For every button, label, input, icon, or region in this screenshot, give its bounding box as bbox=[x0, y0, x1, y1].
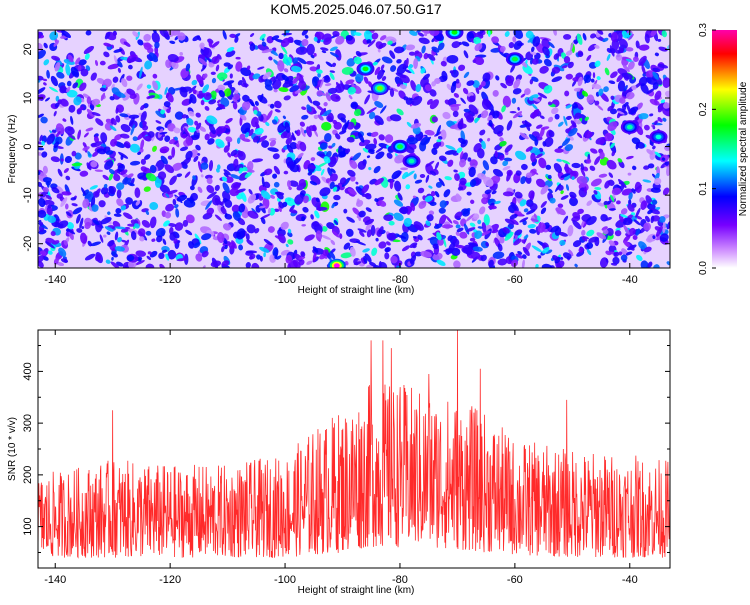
spectrogram-heatmap bbox=[38, 30, 670, 268]
snr-x-tick-label: -40 bbox=[622, 574, 638, 586]
snr-x-tick-label: -100 bbox=[274, 574, 296, 586]
snr-x-ticks: -140 -120 -100 -80 -60 -40 bbox=[44, 330, 638, 586]
heatmap-hotspot bbox=[391, 139, 409, 154]
snr-x-tick-label: -60 bbox=[507, 574, 523, 586]
spectrogram-x-label: Height of straight line (km) bbox=[298, 285, 415, 296]
snr-panel: -140 -120 -100 -80 -60 -40 100 200 300 400 Heigh… bbox=[7, 329, 671, 596]
snr-y-ticks: 100 200 300 400 bbox=[22, 345, 670, 553]
spectrogram-x-ticks: -140 -120 -100 -80 -60 -40 bbox=[44, 30, 638, 286]
figure-title: KOM5.2025.046.07.50.G17 bbox=[270, 1, 441, 17]
colorbar-tick-label: 0.0 bbox=[698, 261, 709, 275]
colorbar-label: Normalized spectral amplitude bbox=[738, 81, 749, 216]
snr-x-tick-label: -80 bbox=[392, 574, 408, 586]
snr-x-tick-label: -140 bbox=[44, 574, 66, 586]
snr-y-tick-label: 300 bbox=[22, 414, 34, 432]
spectrogram-y-tick-label: 10 bbox=[22, 92, 34, 104]
heatmap-texture bbox=[38, 30, 670, 268]
colorbar-tick-label: 0.2 bbox=[698, 102, 709, 116]
colorbar: 0.0 0.1 0.2 0.3 Normalized spectral amplitu… bbox=[698, 23, 749, 275]
heatmap-hotspot bbox=[620, 120, 639, 134]
heatmap-hotspot bbox=[356, 62, 375, 76]
snr-x-tick-label: -120 bbox=[159, 574, 181, 586]
spectrogram-y-ticks: -20 -10 0 10 20 bbox=[22, 43, 670, 252]
snr-y-tick-label: 200 bbox=[22, 466, 34, 484]
colorbar-scale bbox=[712, 30, 737, 268]
spectrogram-x-tick-label: -100 bbox=[274, 274, 296, 286]
spectrogram-y-tick-label: -10 bbox=[22, 187, 34, 203]
spectrogram-frame bbox=[37, 29, 671, 269]
heatmap-hotspot bbox=[649, 130, 668, 144]
colorbar-tick-label: 0.1 bbox=[698, 181, 709, 195]
spectrogram-y-tick-label: 0 bbox=[22, 144, 34, 150]
snr-y-tick-label: 100 bbox=[22, 517, 34, 535]
spectrogram-x-tick-label: -120 bbox=[159, 274, 181, 286]
snr-y-tick-label: 400 bbox=[22, 362, 34, 380]
heatmap-hotspot bbox=[327, 258, 346, 268]
spectrogram-y-label: Frequency (Hz) bbox=[7, 115, 18, 184]
colorbar-ticks: 0.0 0.1 0.2 0.3 bbox=[698, 23, 716, 275]
spectrogram-y-tick-label: 20 bbox=[22, 43, 34, 55]
spectrogram-x-tick-label: -60 bbox=[507, 274, 523, 286]
heatmap-hotspot bbox=[402, 154, 421, 168]
heatmap-hotspot bbox=[370, 81, 389, 96]
spectrogram-x-tick-label: -40 bbox=[622, 274, 638, 286]
spectrogram-y-tick-label: -20 bbox=[22, 236, 34, 252]
spectrogram-x-tick-label: -140 bbox=[44, 274, 66, 286]
snr-x-label: Height of straight line (km) bbox=[298, 585, 415, 596]
snr-series-line bbox=[38, 330, 670, 559]
heatmap-hotspot bbox=[505, 52, 524, 66]
heatmap-hotspot bbox=[445, 30, 464, 40]
colorbar-tick-label: 0.3 bbox=[698, 23, 709, 37]
spectrogram-x-tick-label: -80 bbox=[392, 274, 408, 286]
snr-y-label: SNR (10 * v/v) bbox=[7, 417, 18, 481]
